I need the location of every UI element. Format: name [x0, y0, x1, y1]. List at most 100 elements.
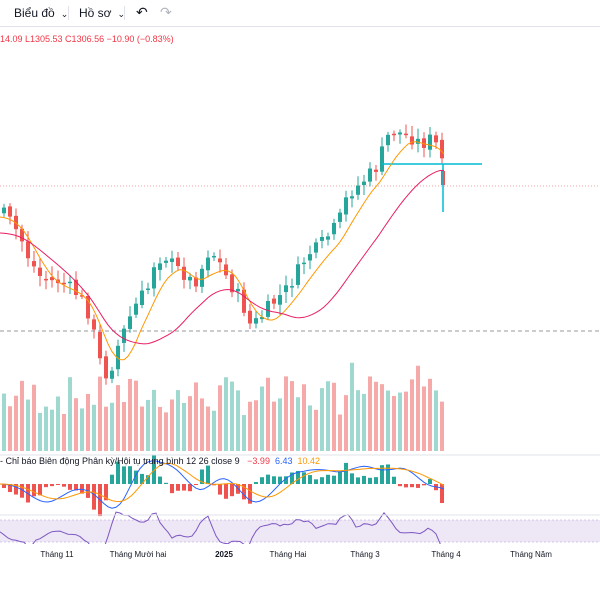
macd-histogram-bar [218, 484, 222, 495]
volume-bar [362, 393, 366, 451]
candle-body [44, 278, 48, 281]
macd-histogram-bar [422, 484, 426, 486]
candle-body [326, 236, 330, 240]
fast-moving-average [0, 141, 445, 361]
volume-bar [326, 381, 330, 451]
macd-histogram-bar [326, 474, 330, 484]
volume-bar [68, 377, 72, 451]
volume-bar [176, 390, 180, 451]
candle-body [266, 301, 270, 317]
candle-body [206, 257, 210, 271]
macd-signal-line [0, 462, 445, 503]
candle-body [92, 319, 96, 330]
volume-bar [296, 397, 300, 451]
volume-bar [218, 385, 222, 451]
volume-bar [284, 376, 288, 451]
macd-histogram-bar [356, 477, 360, 484]
volume-bar [170, 399, 174, 451]
macd-histogram-bar [230, 484, 234, 497]
volume-bar [86, 393, 90, 451]
redo-icon[interactable]: ↷ [160, 4, 172, 20]
volume-bar [242, 415, 246, 451]
macd-histogram-bar [164, 482, 168, 484]
macd-histogram-bar [92, 484, 96, 510]
macd-histogram-bar [254, 482, 258, 484]
candle-body [386, 134, 390, 146]
price-chart[interactable] [0, 26, 600, 544]
volume-bar [344, 395, 348, 451]
macd-histogram-bar [410, 484, 414, 488]
macd-histogram-bar [32, 484, 36, 497]
profile-menu-label: Hồ sơ [79, 6, 112, 20]
candle-body [410, 136, 414, 145]
time-axis-label: Tháng 3 [350, 550, 380, 559]
volume-bar [14, 395, 18, 451]
time-axis[interactable]: Tháng 11 Tháng Mười hai 2025 Tháng Hai Tháng… [0, 544, 600, 564]
volume-bar [338, 414, 342, 451]
chart-toolbar: Biểu đồ ⌄ Hồ sơ ⌄ ↶ ↷ [0, 0, 600, 27]
volume-bar [188, 396, 192, 451]
macd-histogram-bar [338, 471, 342, 484]
ohlc-readout: 14.09 L1305.53 C1306.56 −10.90 (−0.83%) [0, 34, 174, 44]
candle-body [152, 267, 156, 289]
macd-histogram-bar [428, 479, 432, 484]
candle-body [116, 345, 120, 370]
volume-bar [152, 389, 156, 451]
volume-bar [92, 404, 96, 451]
volume-bar [122, 401, 126, 451]
candle-body [98, 332, 102, 359]
macd-histogram-bar [146, 475, 150, 484]
candle-body [176, 257, 180, 267]
candle-body [350, 196, 354, 199]
undo-icon[interactable]: ↶ [136, 4, 148, 20]
volume-bar [314, 409, 318, 451]
macd-histogram-bar [128, 466, 132, 484]
candle-body [140, 290, 144, 306]
profile-menu-button[interactable]: Hồ sơ ⌄ [79, 4, 125, 22]
slow-moving-average [0, 169, 445, 345]
candle-body [368, 168, 372, 182]
candle-body [146, 288, 150, 291]
candle-body [212, 255, 216, 258]
volume-bar [404, 391, 408, 451]
volume-bar [356, 390, 360, 451]
candle-body [20, 228, 24, 242]
volume-bar [254, 400, 258, 451]
macd-histogram-bar [44, 484, 48, 488]
candle-body [344, 197, 348, 215]
macd-histogram-bar [416, 484, 420, 488]
candle-body [200, 268, 204, 287]
volume-bar [74, 398, 78, 451]
time-axis-label: Tháng 11 [40, 550, 74, 559]
macd-line [0, 460, 445, 509]
volume-bar [110, 402, 114, 451]
candle-body [182, 266, 186, 280]
candle-body [302, 262, 306, 265]
candle-body [296, 264, 300, 285]
macd-histogram-bar [182, 484, 186, 491]
chart-menu-button[interactable]: Biểu đồ ⌄ [14, 4, 68, 22]
time-axis-label: Tháng 4 [431, 550, 461, 559]
candle-body [188, 276, 192, 281]
macd-histogram-bar [368, 477, 372, 484]
volume-bar [308, 405, 312, 451]
candle-body [62, 282, 66, 285]
volume-bar [140, 406, 144, 451]
volume-bar [146, 399, 150, 451]
candle-body [356, 185, 360, 195]
candle-body [332, 222, 336, 235]
volume-bar [212, 410, 216, 451]
time-axis-label: Tháng Năm [510, 550, 552, 559]
candle-body [224, 264, 228, 276]
time-axis-label: Tháng Mười hai [109, 550, 167, 559]
volume-bar [128, 378, 132, 451]
candle-body [290, 286, 294, 288]
macd-histogram-bar [8, 484, 12, 493]
macd-legend: - Chỉ báo Biên động Phân kỳ/Hội tụ trung… [0, 456, 320, 466]
candle-body [308, 254, 312, 261]
volume-bar [248, 401, 252, 451]
macd-histogram-bar [134, 470, 138, 484]
macd-histogram-bar [50, 484, 54, 487]
macd-histogram-bar [404, 484, 408, 488]
candle-body [218, 258, 222, 263]
